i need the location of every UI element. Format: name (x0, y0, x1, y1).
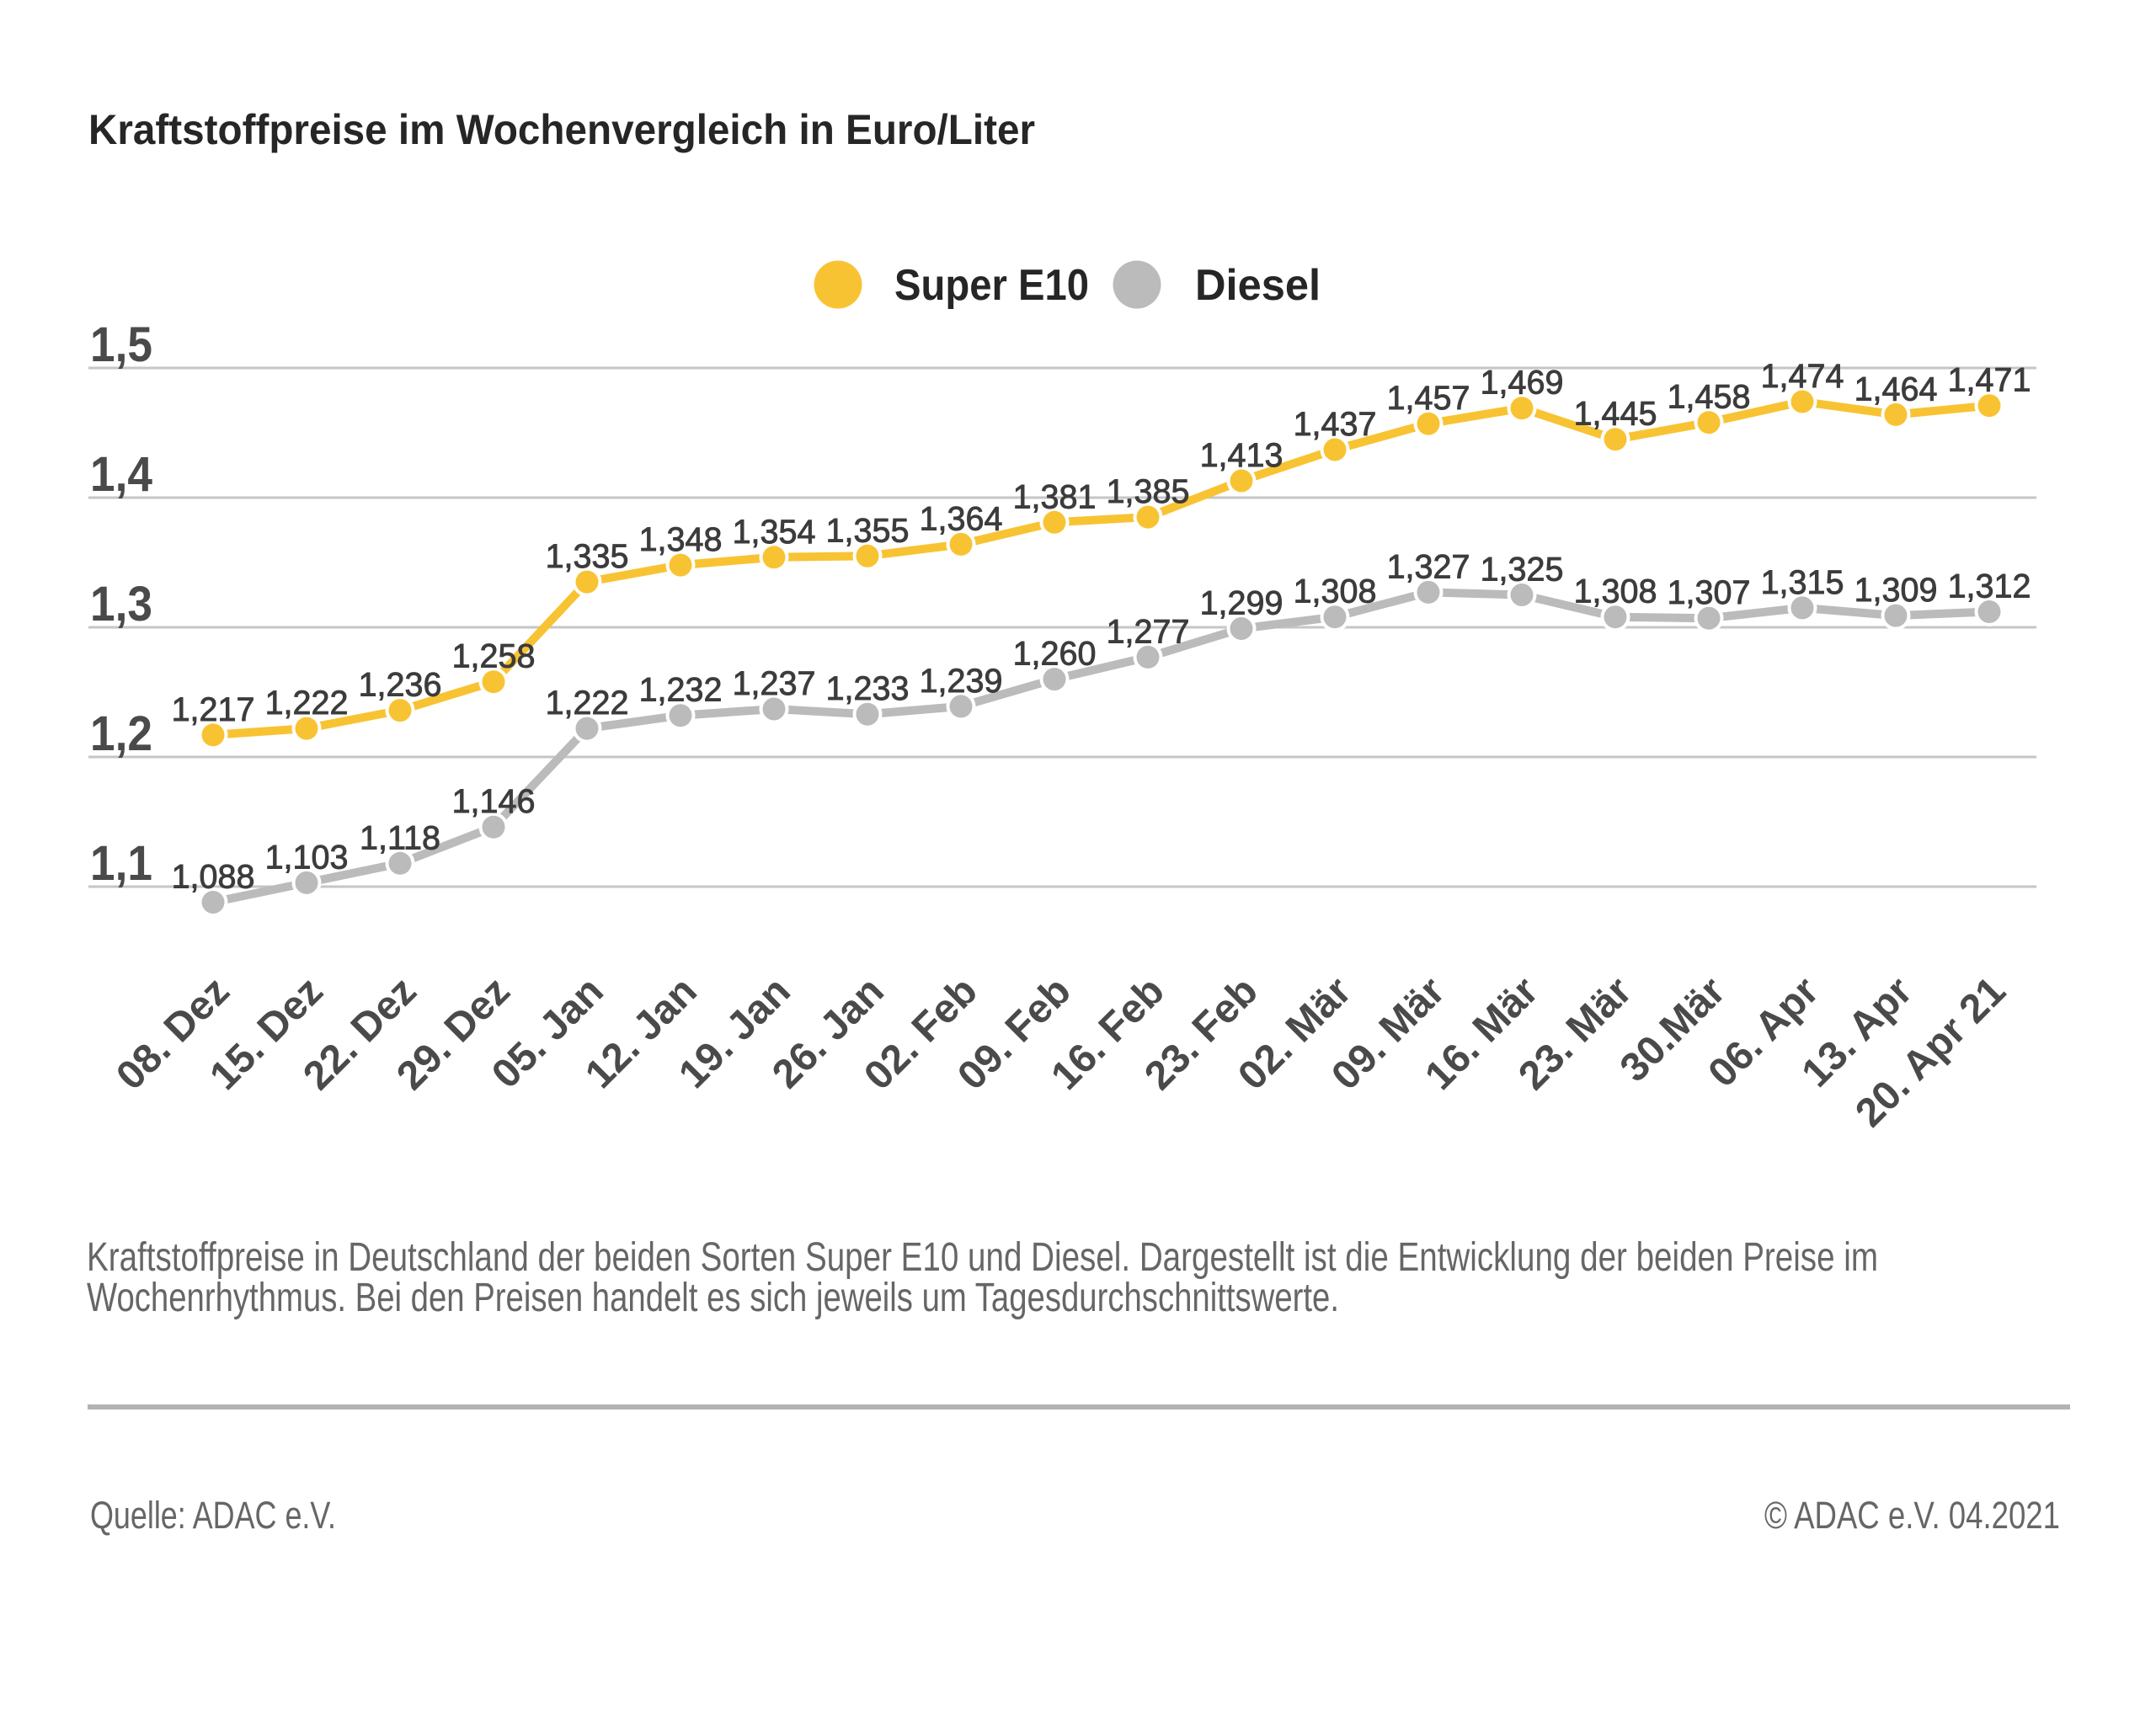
svg-text:1,233: 1,233 (826, 670, 910, 707)
svg-text:1,469: 1,469 (1481, 365, 1564, 402)
svg-text:Kraftstoffpreise in Deutschlan: Kraftstoffpreise in Deutschland der beid… (87, 1235, 1878, 1280)
svg-text:1,364: 1,364 (920, 500, 1003, 537)
svg-text:1,471: 1,471 (1948, 362, 2031, 399)
svg-text:1,413: 1,413 (1200, 437, 1283, 474)
svg-text:1,236: 1,236 (359, 667, 442, 704)
svg-text:Wochenrhythmus. Bei den Preise: Wochenrhythmus. Bei den Preisen handelt … (87, 1276, 1339, 1320)
svg-text:1,260: 1,260 (1013, 636, 1097, 673)
svg-text:1,325: 1,325 (1481, 552, 1564, 589)
svg-text:1,327: 1,327 (1387, 548, 1470, 585)
svg-text:1,307: 1,307 (1668, 574, 1751, 611)
svg-text:1,458: 1,458 (1668, 379, 1751, 416)
svg-text:1,239: 1,239 (920, 663, 1003, 700)
svg-text:1,308: 1,308 (1294, 573, 1377, 610)
svg-text:1,354: 1,354 (733, 514, 816, 551)
svg-text:1,381: 1,381 (1013, 478, 1097, 515)
svg-text:1,2: 1,2 (90, 706, 152, 761)
svg-text:1,5: 1,5 (90, 317, 152, 372)
svg-text:1,232: 1,232 (639, 672, 723, 709)
svg-text:Quelle: ADAC e.V.: Quelle: ADAC e.V. (90, 1494, 336, 1537)
svg-text:1,277: 1,277 (1107, 613, 1190, 650)
svg-text:1,118: 1,118 (360, 819, 440, 856)
svg-text:1,088: 1,088 (172, 859, 255, 896)
svg-text:Kraftstoffpreise im Wochenverg: Kraftstoffpreise im Wochenvergleich in E… (88, 106, 1035, 153)
svg-text:1,4: 1,4 (90, 447, 152, 502)
svg-text:1,258: 1,258 (452, 638, 536, 675)
svg-text:1,437: 1,437 (1294, 406, 1377, 443)
svg-text:1,237: 1,237 (733, 665, 816, 702)
svg-text:© ADAC e.V. 04.2021: © ADAC e.V. 04.2021 (1764, 1494, 2060, 1537)
svg-text:1,335: 1,335 (546, 538, 629, 575)
svg-text:1,474: 1,474 (1761, 358, 1844, 395)
svg-text:1,1: 1,1 (90, 836, 152, 891)
svg-text:1,308: 1,308 (1574, 573, 1657, 610)
svg-text:1,222: 1,222 (265, 685, 349, 722)
svg-text:1,348: 1,348 (639, 521, 723, 558)
svg-text:1,3: 1,3 (90, 577, 152, 632)
svg-text:Super E10: Super E10 (894, 261, 1089, 310)
svg-text:1,299: 1,299 (1200, 585, 1283, 622)
svg-text:1,315: 1,315 (1761, 564, 1844, 601)
svg-text:1,385: 1,385 (1107, 473, 1190, 510)
svg-text:1,445: 1,445 (1574, 396, 1657, 433)
svg-text:1,309: 1,309 (1854, 572, 1938, 609)
svg-text:1,146: 1,146 (452, 783, 536, 820)
svg-text:1,464: 1,464 (1854, 370, 1938, 408)
svg-text:Diesel: Diesel (1195, 261, 1321, 310)
svg-text:1,103: 1,103 (265, 839, 349, 876)
svg-text:1,217: 1,217 (172, 691, 255, 728)
svg-text:1,222: 1,222 (546, 685, 629, 722)
svg-text:1,355: 1,355 (826, 512, 910, 549)
svg-text:1,457: 1,457 (1387, 380, 1470, 417)
svg-text:1,312: 1,312 (1948, 568, 2031, 605)
